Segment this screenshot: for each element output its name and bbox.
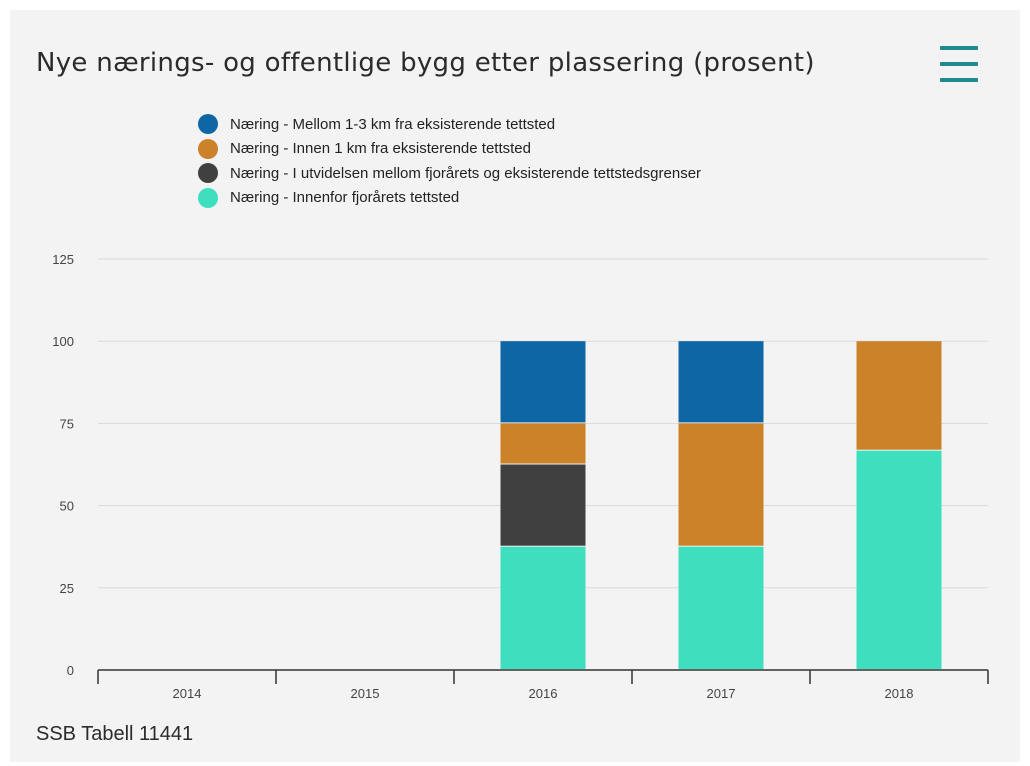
- bar-segment[interactable]: [856, 450, 942, 669]
- x-tick-label: 2014: [173, 686, 202, 701]
- legend-marker: [198, 114, 218, 135]
- x-tick-label: 2018: [885, 686, 914, 701]
- x-tick-label: 2017: [707, 686, 736, 701]
- hamburger-menu-icon[interactable]: [940, 46, 978, 82]
- x-tick-label: 2016: [529, 686, 558, 701]
- legend-label: Næring - Mellom 1-3 km fra eksisterende …: [230, 115, 556, 133]
- legend-marker: [198, 138, 218, 159]
- bar-segment[interactable]: [500, 423, 586, 464]
- y-tick-label: 0: [67, 663, 74, 678]
- bar-segment[interactable]: [678, 423, 764, 546]
- legend-marker: [198, 163, 218, 184]
- y-tick-label: 100: [52, 334, 74, 349]
- legend-label: Næring - Innenfor fjorårets tettsted: [230, 189, 460, 207]
- y-tick-label: 125: [52, 252, 74, 267]
- x-tick-label: 2015: [351, 686, 380, 701]
- bar-segment[interactable]: [678, 546, 764, 669]
- bar-segment[interactable]: [856, 341, 942, 450]
- chart-legend: Næring - Mellom 1-3 km fra eksisterende …: [198, 112, 701, 210]
- legend-label: Næring - Innen 1 km fra eksisterende tet…: [230, 140, 531, 158]
- y-tick-label: 25: [60, 581, 74, 596]
- legend-label: Næring - I utvidelsen mellom fjorårets o…: [230, 164, 702, 182]
- legend-item[interactable]: Næring - Innenfor fjorårets tettsted: [198, 186, 701, 211]
- source-label: SSB Tabell 11441: [36, 723, 194, 745]
- legend-item[interactable]: Næring - Innen 1 km fra eksisterende tet…: [198, 137, 701, 162]
- legend-item[interactable]: Næring - Mellom 1-3 km fra eksisterende …: [198, 112, 701, 137]
- y-tick-label: 75: [60, 416, 74, 431]
- bar-segment[interactable]: [678, 341, 764, 423]
- bar-segment[interactable]: [500, 464, 586, 546]
- y-tick-label: 50: [60, 499, 74, 514]
- bar-segment[interactable]: [500, 546, 586, 669]
- legend-item[interactable]: Næring - I utvidelsen mellom fjorårets o…: [198, 161, 701, 186]
- legend-marker: [198, 187, 218, 208]
- bar-segment[interactable]: [500, 341, 586, 423]
- chart-title: Nye nærings- og offentlige bygg etter pl…: [36, 48, 815, 78]
